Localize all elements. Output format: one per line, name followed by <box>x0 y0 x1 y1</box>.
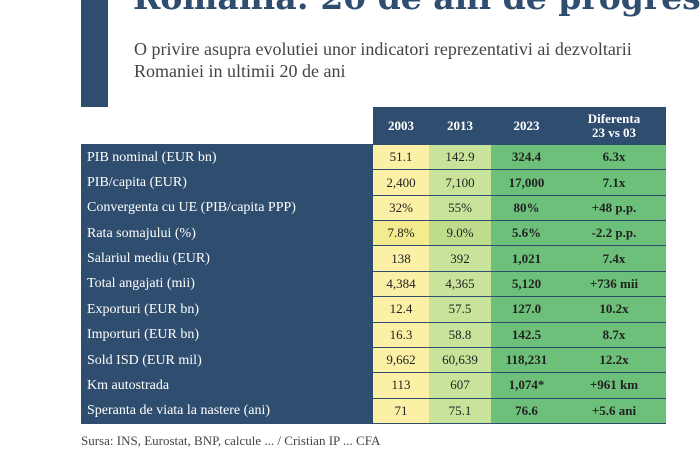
column-header-difference-subtitle: 23 vs 03 <box>591 124 637 140</box>
column-header-2003: 2003 <box>373 107 429 145</box>
cell-2013: 142.9 <box>429 145 491 171</box>
row-label: Rata somajului (%) <box>81 221 373 247</box>
cell-2003: 32% <box>373 195 429 222</box>
cell-difference: 7.4x <box>562 246 666 272</box>
cell-2013: 58.8 <box>429 322 491 348</box>
column-header-2013: 2013 <box>429 107 491 145</box>
cell-2013: 75.1 <box>429 398 491 424</box>
cell-difference: +48 p.p. <box>562 195 666 222</box>
cell-2023: 1,021 <box>491 246 562 272</box>
row-label: Convergenta cu UE (PIB/capita PPP) <box>81 195 373 222</box>
cell-2023: 5,120 <box>491 271 562 298</box>
cell-2023: 118,231 <box>491 347 562 374</box>
cell-2023: 1,074* <box>491 373 562 399</box>
cell-2003: 4,384 <box>373 271 429 298</box>
row-label: PIB/capita (EUR) <box>81 170 373 196</box>
cell-2023: 127.0 <box>491 297 562 323</box>
cell-2023: 5.6% <box>491 221 562 247</box>
cell-2013: 55% <box>429 195 491 222</box>
column-header-difference: Diferenta 23 vs 03 <box>562 107 666 145</box>
cell-2023: 142.5 <box>491 322 562 348</box>
cell-difference: 8.7x <box>562 322 666 348</box>
cell-2023: 324.4 <box>491 145 562 171</box>
source-note: Sursa: INS, Eurostat, BNP, calcule ... /… <box>81 433 381 448</box>
row-label: Sold ISD (EUR mil) <box>81 347 373 374</box>
row-label: PIB nominal (EUR bn) <box>81 145 373 171</box>
cell-2003: 2,400 <box>373 170 429 196</box>
cell-2023: 76.6 <box>491 398 562 424</box>
cell-2013: 7,100 <box>429 170 491 196</box>
cell-2003: 12.4 <box>373 297 429 323</box>
cell-2013: 57.5 <box>429 297 491 323</box>
cell-2003: 138 <box>373 246 429 272</box>
cell-difference: 6.3x <box>562 145 666 171</box>
indicators-table: 2003 2013 2023 Diferenta 23 vs 03 PIB no… <box>81 107 666 424</box>
cell-2003: 16.3 <box>373 322 429 348</box>
cell-2013: 4,365 <box>429 271 491 298</box>
column-header-2023: 2023 <box>491 107 562 145</box>
cell-2003: 71 <box>373 398 429 424</box>
row-label: Speranta de viata la nastere (ani) <box>81 398 373 424</box>
accent-bar <box>81 0 108 110</box>
cell-difference: +5.6 ani <box>562 398 666 424</box>
cell-difference: +736 mii <box>562 271 666 298</box>
cell-2023: 80% <box>491 195 562 222</box>
cell-difference: 7.1x <box>562 170 666 196</box>
cell-2023: 17,000 <box>491 170 562 196</box>
cell-2013: 60,639 <box>429 347 491 374</box>
cell-difference: +961 km <box>562 373 666 399</box>
cell-2013: 607 <box>429 373 491 399</box>
row-label: Salariul mediu (EUR) <box>81 246 373 272</box>
column-header-difference-title: Diferenta <box>587 110 641 126</box>
table-corner <box>81 107 373 145</box>
page-subtitle: O privire asupra evolutiei unor indicato… <box>134 39 632 81</box>
cell-2003: 7.8% <box>373 221 429 247</box>
cell-2013: 9.0% <box>429 221 491 247</box>
cell-2003: 9,662 <box>373 347 429 374</box>
row-label: Exporturi (EUR bn) <box>81 297 373 323</box>
cell-2003: 113 <box>373 373 429 399</box>
cell-2003: 51.1 <box>373 145 429 171</box>
cell-difference: 12.2x <box>562 347 666 374</box>
cell-difference: -2.2 p.p. <box>562 221 666 247</box>
cell-difference: 10.2x <box>562 297 666 323</box>
page-title: Romania: 20 de ani de progres <box>133 0 700 18</box>
cell-2013: 392 <box>429 246 491 272</box>
row-label: Total angajati (mii) <box>81 271 373 298</box>
row-label: Km autostrada <box>81 373 373 399</box>
row-label: Importuri (EUR bn) <box>81 322 373 348</box>
